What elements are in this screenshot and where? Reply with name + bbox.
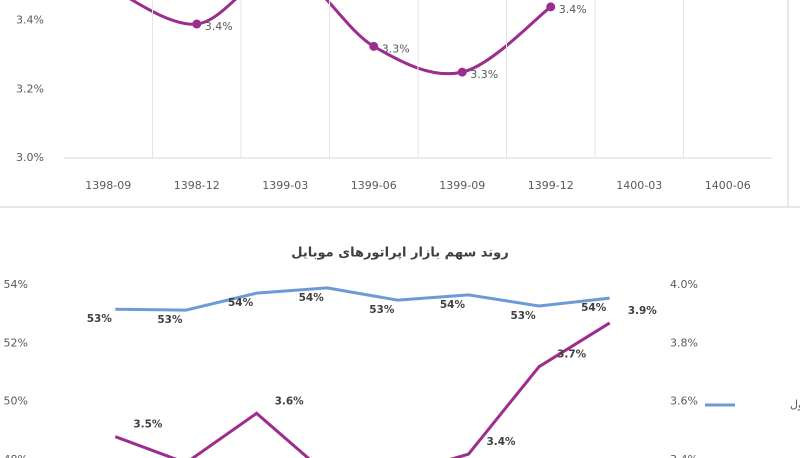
y2-tick-label: 3.4% bbox=[670, 453, 698, 458]
chart-title: روند سهم بازار اپراتورهای موبایل bbox=[291, 246, 508, 261]
data-label: 3.4% bbox=[205, 20, 233, 33]
y-tick-label: 3.2% bbox=[16, 82, 44, 95]
plot: 3.4% 3.3% 3.3% 3.4% bbox=[129, 0, 587, 81]
data-label: 53% bbox=[157, 314, 183, 326]
x-tick-label: 1400-03 bbox=[616, 179, 662, 192]
x-tick-label: 1398-12 bbox=[174, 179, 220, 192]
x-tick-label: 1399-03 bbox=[262, 179, 308, 192]
x-tick-label: 1399-06 bbox=[351, 179, 397, 192]
data-label: 3.9% bbox=[628, 305, 658, 317]
y2-tick-label: 3.6% bbox=[670, 395, 698, 408]
y-tick-label: 54% bbox=[4, 278, 28, 291]
y-tick-label: 50% bbox=[4, 395, 28, 408]
y-tick-label: 3.4% bbox=[16, 14, 44, 27]
series-line bbox=[129, 0, 552, 76]
data-label: 54% bbox=[299, 292, 325, 304]
data-label: 3.7% bbox=[557, 349, 587, 361]
marker bbox=[546, 2, 556, 12]
x-tick-label: 1399-12 bbox=[528, 179, 574, 192]
marker bbox=[192, 19, 202, 29]
data-label: 3.6% bbox=[275, 395, 305, 407]
marker bbox=[457, 67, 467, 77]
data-label: 53% bbox=[87, 313, 113, 325]
data-label: 54% bbox=[440, 299, 466, 311]
data-label: 53% bbox=[510, 310, 536, 322]
x-tick-label: 1400-06 bbox=[705, 179, 751, 192]
legend-label: همراه اول bbox=[790, 398, 800, 411]
data-label: 3.5% bbox=[133, 419, 163, 431]
y-tick-label: 48% bbox=[4, 453, 28, 458]
y2-tick-label: 4.0% bbox=[670, 278, 698, 291]
plot: 53% 53% 54% 54% 53% 54% 53% 54% 3.5% 3.6% 3.4% 3.7%… bbox=[87, 286, 658, 458]
data-label: 3.3% bbox=[470, 68, 498, 81]
marker bbox=[369, 41, 379, 51]
data-label: 53% bbox=[369, 304, 395, 316]
y2-tick-label: 3.8% bbox=[670, 336, 698, 349]
x-tick-label: 1399-09 bbox=[439, 179, 485, 192]
y-tick-label: 3.0% bbox=[16, 151, 44, 164]
series-line bbox=[115, 286, 610, 312]
data-label: 54% bbox=[228, 297, 254, 309]
data-label: 3.4% bbox=[486, 436, 516, 448]
data-label: 54% bbox=[581, 302, 607, 314]
x-tick-label: 1398-09 bbox=[85, 179, 131, 192]
data-label: 3.3% bbox=[382, 42, 410, 55]
series-line bbox=[114, 321, 611, 458]
data-label: 3.4% bbox=[559, 3, 587, 16]
y-tick-label: 52% bbox=[4, 336, 28, 349]
